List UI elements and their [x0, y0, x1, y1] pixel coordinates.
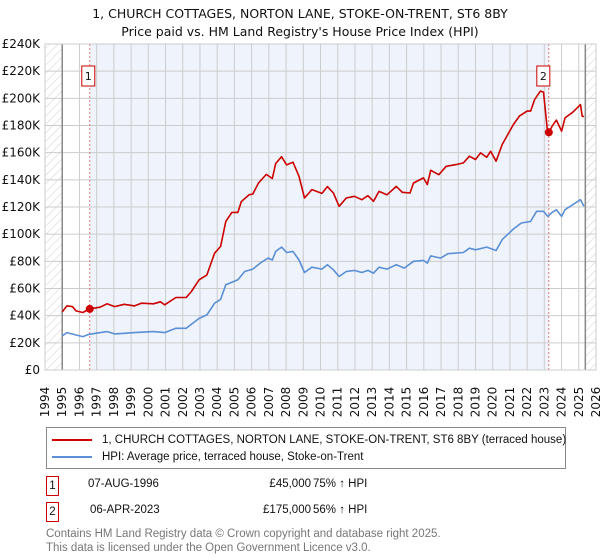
sale-price: £45,000: [269, 478, 311, 490]
legend: 1, CHURCH COTTAGES, NORTON LANE, STOKE-O…: [46, 427, 566, 469]
x-tick-label: 2008: [279, 387, 293, 418]
x-tick-label: 2026: [589, 387, 600, 418]
footer-copyright: Contains HM Land Registry data © Crown c…: [46, 528, 441, 540]
y-tick-label: £220K: [2, 64, 42, 78]
x-tick-label: 2005: [227, 387, 241, 418]
legend-label: HPI: Average price, terraced house, Stok…: [102, 451, 364, 463]
y-tick-label: £200K: [2, 91, 42, 105]
sale-date: 07-AUG-1996: [88, 478, 159, 490]
plot-border: [44, 43, 597, 371]
hpi-line: [61, 198, 585, 338]
sale-date: 06-APR-2023: [90, 504, 160, 516]
x-tick-label: 2001: [159, 387, 173, 418]
y-tick-label: £20K: [9, 336, 41, 350]
footer-licence: This data is licensed under the Open Gov…: [46, 542, 371, 554]
x-tick-label: 2012: [348, 387, 362, 418]
y-tick-label: £60K: [9, 282, 41, 296]
sale-hpi-change: 56% ↑ HPI: [313, 504, 368, 516]
y-tick-label: £100K: [2, 227, 42, 241]
x-tick-label: 1995: [55, 387, 69, 418]
sale-label-box: [536, 65, 551, 87]
x-tick-label: 2017: [434, 387, 448, 418]
x-tick-label: 1998: [107, 387, 121, 418]
legend-label: 1, CHURCH COTTAGES, NORTON LANE, STOKE-O…: [102, 434, 567, 446]
sale-point-marker: [544, 128, 553, 137]
x-tick-label: 2006: [245, 387, 259, 418]
y-tick-label: £240K: [2, 37, 42, 51]
y-tick-label: £80K: [9, 254, 41, 268]
x-tick-label: 2022: [520, 387, 534, 418]
y-tick-label: £40K: [9, 309, 41, 323]
x-tick-label: 2010: [314, 387, 328, 418]
sale-label-number: 1: [85, 70, 92, 83]
chart-subtitle: Price paid vs. HM Land Registry's House …: [121, 24, 478, 39]
sale-point-marker: [85, 304, 94, 313]
price-chart: 1, CHURCH COTTAGES, NORTON LANE, STOKE-O…: [2, 6, 600, 418]
footer: Contains HM Land Registry data © Crown c…: [46, 527, 441, 555]
legend-item-property: 1, CHURCH COTTAGES, NORTON LANE, STOKE-O…: [52, 433, 566, 447]
x-tick-label: 2015: [400, 387, 414, 418]
sale-number-badge: 2: [46, 502, 59, 522]
x-tick-label: 2009: [296, 387, 310, 418]
y-tick-label: £140K: [2, 173, 42, 187]
x-tick-label: 2011: [331, 387, 345, 418]
sale-label-box: [81, 65, 96, 87]
x-tick-label: 2021: [503, 387, 517, 418]
x-tick-label: 2016: [417, 387, 431, 418]
sale-hpi-change: 75% ↑ HPI: [313, 478, 368, 490]
x-tick-label: 2013: [365, 387, 379, 418]
x-tick-label: 2024: [555, 387, 569, 418]
sale-number-badge: 1: [46, 476, 59, 496]
x-tick-label: 1996: [72, 387, 86, 418]
legend-item-hpi: HPI: Average price, terraced house, Stok…: [52, 450, 363, 464]
x-tick-label: 2020: [486, 387, 500, 418]
sale-label-number: 2: [540, 70, 547, 83]
y-tick-label: £0: [25, 363, 40, 377]
x-tick-label: 2002: [176, 387, 190, 418]
y-tick-label: £160K: [2, 146, 42, 160]
x-tick-label: 2007: [262, 387, 276, 418]
x-tick-label: 2025: [572, 387, 586, 418]
x-tick-label: 2023: [537, 387, 551, 418]
y-tick-label: £120K: [2, 200, 42, 214]
x-tick-label: 1997: [90, 387, 104, 418]
x-tick-label: 2003: [193, 387, 207, 418]
legend-swatch-red: [52, 439, 92, 441]
price-paid-line: [61, 90, 585, 314]
x-tick-label: 2014: [382, 387, 396, 418]
x-tick-label: 2004: [210, 387, 224, 418]
y-tick-label: £180K: [2, 119, 42, 133]
x-tick-label: 2000: [141, 387, 155, 418]
sale-price: £175,000: [263, 504, 311, 516]
x-tick-label: 1999: [124, 387, 138, 418]
x-tick-label: 1994: [38, 387, 52, 418]
legend-swatch-blue: [52, 456, 92, 458]
x-tick-label: 2019: [468, 387, 482, 418]
x-tick-label: 2018: [451, 387, 465, 418]
chart-title: 1, CHURCH COTTAGES, NORTON LANE, STOKE-O…: [92, 6, 508, 21]
